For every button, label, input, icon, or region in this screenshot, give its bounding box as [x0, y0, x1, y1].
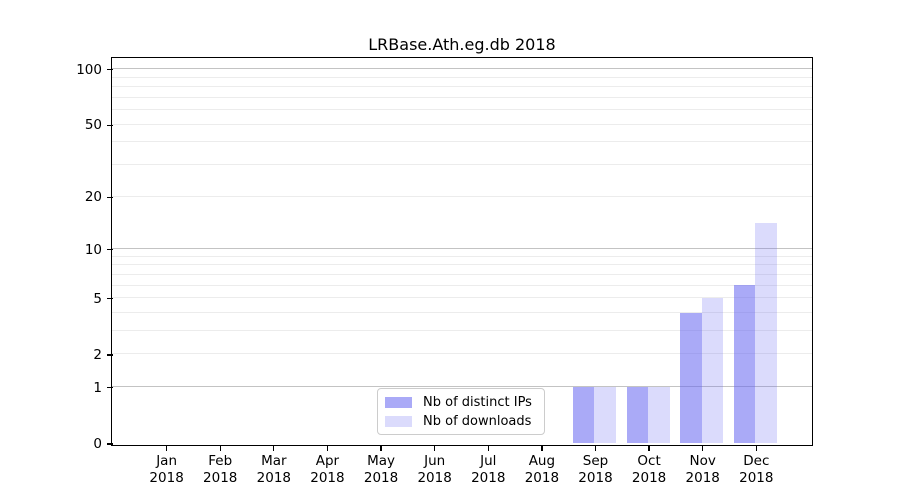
- bar: [680, 312, 702, 443]
- y-gridline-minor: [112, 141, 812, 143]
- y-gridline-minor: [112, 255, 812, 257]
- y-gridline-minor: [112, 96, 812, 98]
- x-tick: [541, 445, 543, 451]
- y-gridline-major: [112, 247, 812, 250]
- y-gridline-minor: [112, 76, 812, 78]
- x-tick: [380, 445, 382, 451]
- y-tick: [107, 69, 113, 71]
- y-gridline-minor: [112, 330, 812, 332]
- y-tick: [107, 196, 113, 198]
- legend-label: Nb of downloads: [423, 413, 532, 429]
- legend-item: Nb of downloads: [385, 414, 537, 429]
- y-tick: [107, 354, 113, 356]
- y-tick-label: 10: [84, 241, 102, 258]
- y-gridline-minor: [112, 284, 812, 286]
- x-tick: [165, 445, 168, 451]
- y-tick-label: 1: [93, 379, 102, 396]
- x-tick-label: Dec 2018: [739, 453, 774, 486]
- x-tick: [594, 445, 597, 451]
- bar: [733, 285, 756, 443]
- y-tick-label: 0: [93, 436, 102, 452]
- x-tick: [487, 445, 489, 451]
- x-tick: [648, 445, 650, 451]
- x-tick-label: Jan 2018: [149, 453, 184, 486]
- y-gridline-minor: [112, 86, 812, 88]
- y-gridline-minor: [112, 297, 812, 299]
- y-tick: [107, 124, 113, 126]
- bar: [626, 386, 649, 443]
- y-tick-label: 50: [84, 117, 102, 134]
- bar: [572, 386, 595, 443]
- legend: Nb of distinct IPs Nb of downloads: [377, 388, 545, 435]
- bar: [648, 386, 670, 443]
- chart-title: LRBase.Ath.eg.db 2018: [368, 35, 556, 54]
- y-gridline-minor: [112, 273, 812, 275]
- bar: [755, 223, 777, 443]
- x-tick: [755, 445, 757, 451]
- plot-area: Nb of distinct IPs Nb of downloads: [111, 57, 813, 446]
- y-gridline-minor: [112, 195, 812, 197]
- x-tick-label: Oct 2018: [631, 453, 667, 486]
- y-gridline-minor: [112, 109, 812, 111]
- y-tick: [107, 443, 113, 445]
- legend-item: Nb of distinct IPs: [385, 395, 537, 410]
- x-tick-label: Jun 2018: [417, 453, 452, 486]
- x-tick-label: Sep 2018: [578, 453, 613, 486]
- x-tick-label: May 2018: [363, 453, 399, 486]
- y-gridline-minor: [112, 312, 812, 313]
- y-gridline-major: [112, 386, 812, 388]
- x-tick-label: Jul 2018: [471, 453, 506, 486]
- x-tick-label: Feb 2018: [203, 453, 238, 486]
- y-gridline-minor: [112, 164, 812, 166]
- x-tick-label: Apr 2018: [310, 453, 345, 486]
- x-tick: [434, 445, 436, 451]
- x-tick-label: Nov 2018: [685, 453, 720, 486]
- y-tick-label: 5: [93, 290, 102, 307]
- y-gridline-major: [112, 68, 812, 70]
- legend-swatch: [385, 415, 412, 427]
- x-tick-label: Mar 2018: [256, 453, 291, 486]
- y-tick-label: 100: [76, 61, 102, 78]
- bar: [594, 386, 616, 443]
- x-tick: [219, 445, 221, 451]
- y-tick-label: 20: [84, 189, 102, 206]
- x-tick: [702, 445, 704, 451]
- y-tick-label: 2: [93, 346, 102, 363]
- x-tick-label: Aug 2018: [524, 453, 560, 486]
- legend-swatch: [385, 396, 412, 408]
- y-gridline-minor: [112, 353, 812, 355]
- x-tick: [326, 445, 329, 451]
- y-tick: [107, 298, 113, 300]
- y-gridline-minor: [112, 264, 812, 266]
- y-tick: [107, 387, 113, 389]
- y-gridline-minor: [112, 123, 812, 125]
- y-tick: [107, 248, 113, 251]
- legend-label: Nb of distinct IPs: [423, 394, 532, 410]
- bar: [701, 297, 724, 443]
- x-tick: [273, 445, 275, 451]
